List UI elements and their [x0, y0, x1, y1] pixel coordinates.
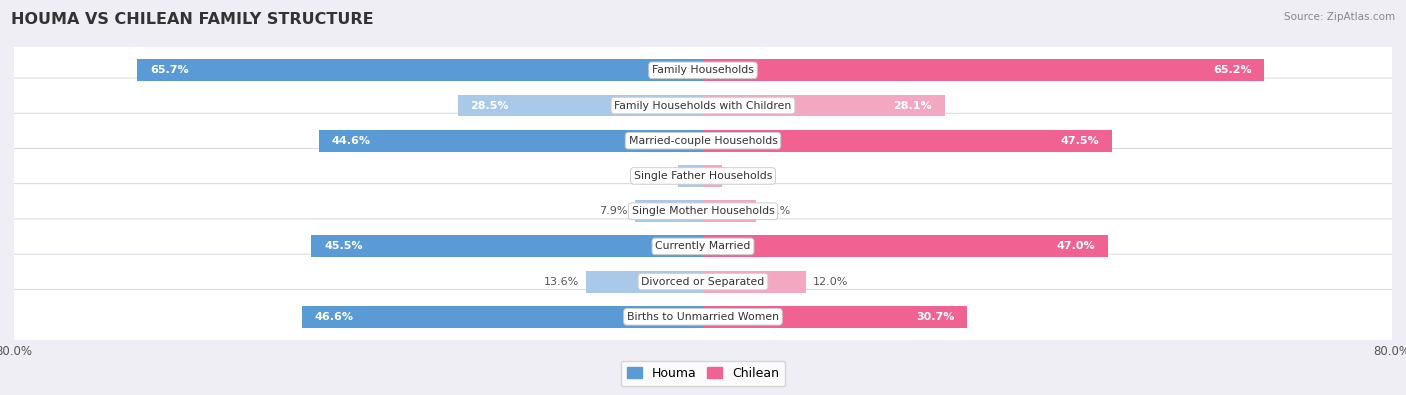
- Text: Currently Married: Currently Married: [655, 241, 751, 251]
- Text: Married-couple Households: Married-couple Households: [628, 136, 778, 146]
- Bar: [703, 200, 755, 222]
- Bar: [457, 94, 703, 117]
- Text: Source: ZipAtlas.com: Source: ZipAtlas.com: [1284, 12, 1395, 22]
- Bar: [703, 130, 1112, 152]
- Bar: [703, 94, 945, 117]
- Text: Divorced or Separated: Divorced or Separated: [641, 276, 765, 287]
- Text: 28.5%: 28.5%: [471, 100, 509, 111]
- Text: 7.9%: 7.9%: [599, 206, 628, 216]
- Bar: [302, 306, 703, 328]
- Text: Family Households: Family Households: [652, 65, 754, 75]
- Text: 13.6%: 13.6%: [544, 276, 579, 287]
- Bar: [586, 271, 703, 293]
- FancyBboxPatch shape: [11, 43, 1395, 98]
- Text: 45.5%: 45.5%: [323, 241, 363, 251]
- Text: 47.5%: 47.5%: [1060, 136, 1099, 146]
- Text: 30.7%: 30.7%: [917, 312, 955, 322]
- Text: Family Households with Children: Family Households with Children: [614, 100, 792, 111]
- Text: Births to Unmarried Women: Births to Unmarried Women: [627, 312, 779, 322]
- Bar: [636, 200, 703, 222]
- Bar: [703, 59, 1264, 81]
- FancyBboxPatch shape: [11, 290, 1395, 344]
- Bar: [703, 271, 807, 293]
- Text: HOUMA VS CHILEAN FAMILY STRUCTURE: HOUMA VS CHILEAN FAMILY STRUCTURE: [11, 12, 374, 27]
- Legend: Houma, Chilean: Houma, Chilean: [621, 361, 785, 386]
- Text: 47.0%: 47.0%: [1056, 241, 1095, 251]
- Bar: [319, 130, 703, 152]
- Text: 12.0%: 12.0%: [813, 276, 849, 287]
- FancyBboxPatch shape: [11, 149, 1395, 203]
- Text: 65.2%: 65.2%: [1213, 65, 1251, 75]
- Bar: [678, 165, 703, 187]
- Text: 28.1%: 28.1%: [893, 100, 932, 111]
- Text: Single Father Households: Single Father Households: [634, 171, 772, 181]
- FancyBboxPatch shape: [11, 113, 1395, 168]
- Bar: [703, 306, 967, 328]
- Text: 46.6%: 46.6%: [315, 312, 354, 322]
- Bar: [311, 235, 703, 257]
- FancyBboxPatch shape: [11, 78, 1395, 133]
- Text: Single Mother Households: Single Mother Households: [631, 206, 775, 216]
- FancyBboxPatch shape: [11, 254, 1395, 309]
- Bar: [703, 165, 721, 187]
- Text: 2.9%: 2.9%: [643, 171, 671, 181]
- Text: 2.2%: 2.2%: [728, 171, 758, 181]
- Text: 6.1%: 6.1%: [762, 206, 790, 216]
- Text: 65.7%: 65.7%: [150, 65, 188, 75]
- Bar: [703, 235, 1108, 257]
- Bar: [138, 59, 703, 81]
- Text: 44.6%: 44.6%: [332, 136, 371, 146]
- FancyBboxPatch shape: [11, 219, 1395, 274]
- FancyBboxPatch shape: [11, 184, 1395, 239]
